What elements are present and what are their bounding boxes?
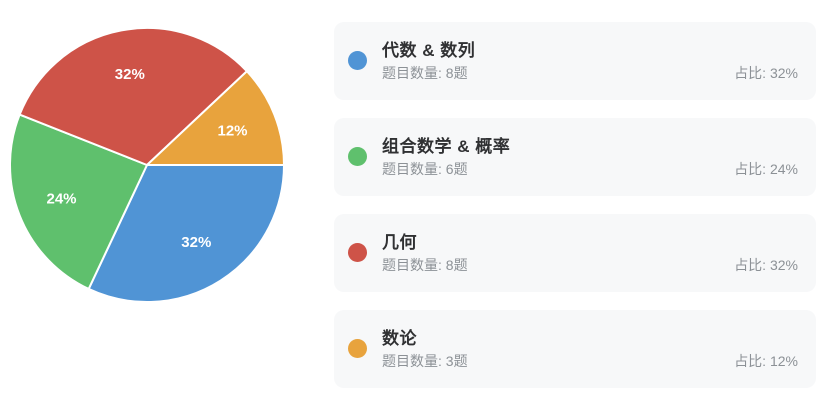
legend-count: 题目数量: 8题 (382, 65, 468, 82)
legend-color-dot (348, 147, 367, 167)
legend-ratio: 占比: 24% (734, 161, 798, 178)
legend-title: 组合数学 & 概率 (382, 136, 511, 156)
pie-chart-pane: 32% 24% 32% 12% (0, 0, 330, 412)
pie-slice-2[interactable] (9, 113, 148, 290)
pie-slice-1[interactable] (87, 164, 285, 303)
pie-slice-4[interactable] (146, 70, 285, 166)
legend-ratio: 占比: 32% (734, 257, 798, 274)
legend-title: 数论 (382, 328, 417, 348)
pie-slice-3[interactable] (18, 27, 248, 166)
legend-list: 代数 & 数列 题目数量: 8题 占比: 32% 组合数学 & 概率 题目数量:… (330, 0, 831, 412)
legend-title: 几何 (382, 232, 417, 252)
legend-color-dot (348, 339, 367, 359)
legend-card-algebra: 代数 & 数列 题目数量: 8题 占比: 32% (334, 22, 816, 100)
legend-ratio: 占比: 32% (734, 65, 798, 82)
legend-card-number-theory: 数论 题目数量: 3题 占比: 12% (334, 310, 816, 388)
legend-ratio: 占比: 12% (734, 353, 798, 370)
legend-count: 题目数量: 8题 (382, 257, 468, 274)
legend-card-combinatorics: 组合数学 & 概率 题目数量: 6题 占比: 24% (334, 118, 816, 196)
legend-count: 题目数量: 3题 (382, 353, 468, 370)
legend-card-geometry: 几何 题目数量: 8题 占比: 32% (334, 214, 816, 292)
legend-title: 代数 & 数列 (382, 40, 476, 60)
legend-count: 题目数量: 6题 (382, 161, 468, 178)
legend-color-dot (348, 51, 367, 71)
pie-chart-svg: 32%24%32%12% (9, 27, 285, 303)
legend-color-dot (348, 243, 367, 263)
